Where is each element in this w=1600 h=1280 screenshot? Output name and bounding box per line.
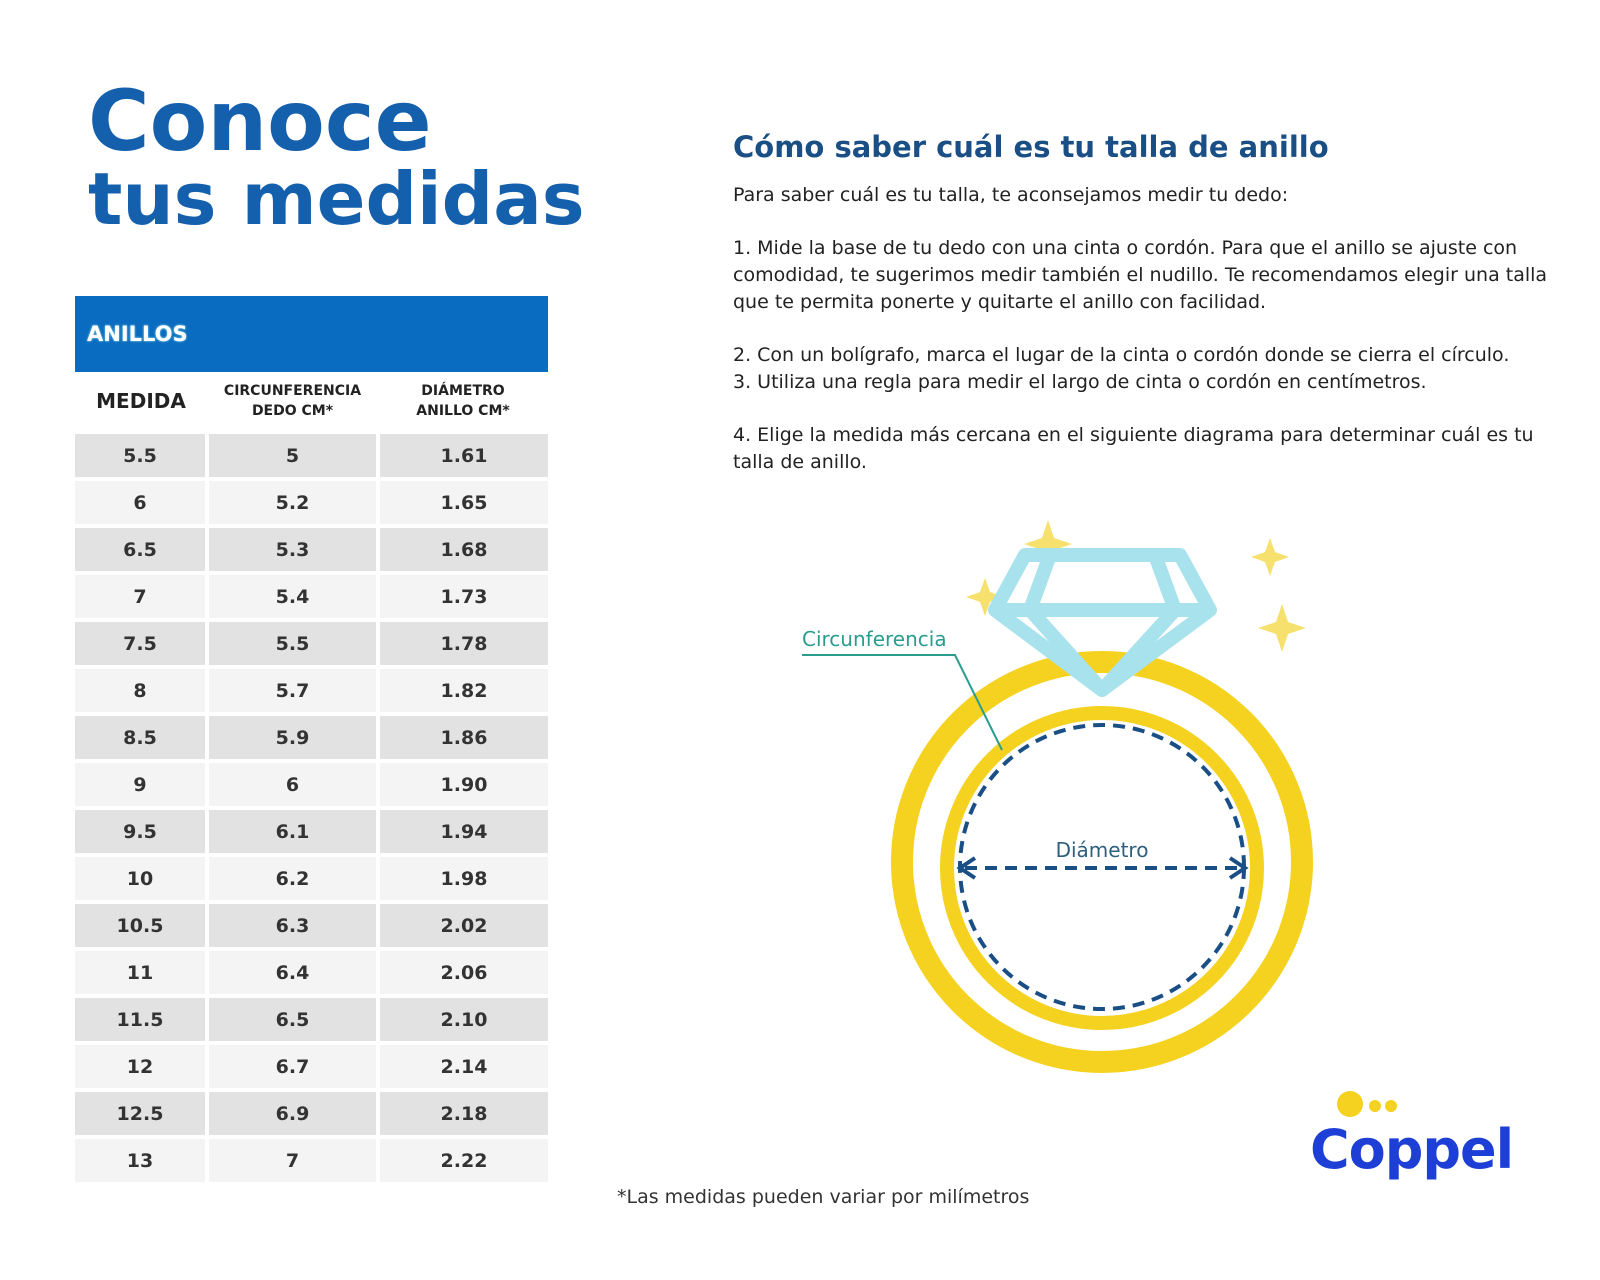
table-row: 7.5 5.5 1.78 bbox=[75, 622, 548, 665]
inner-ring bbox=[940, 706, 1264, 1030]
table-cell: 7.5 bbox=[75, 622, 205, 665]
ring-size-table: ANILLOS MEDIDA CIRCUNFERENCIA DEDO CM* DI… bbox=[75, 296, 548, 1186]
table-cell: 1.86 bbox=[380, 716, 548, 759]
table-row: 8 5.7 1.82 bbox=[75, 669, 548, 712]
footnote: *Las medidas pueden variar por milímetro… bbox=[617, 1186, 1030, 1208]
table-cell: 1.61 bbox=[380, 434, 548, 477]
table-cell: 6 bbox=[209, 763, 376, 806]
table-cell: 5.9 bbox=[209, 716, 376, 759]
table-row: 11.5 6.5 2.10 bbox=[75, 998, 548, 1041]
table-cell: 6.9 bbox=[209, 1092, 376, 1135]
ring-diagram: Diámetro Circunferencia bbox=[802, 520, 1313, 1073]
table-cell: 9.5 bbox=[75, 810, 205, 853]
table-row: 12 6.7 2.14 bbox=[75, 1045, 548, 1088]
diameter-label: Diámetro bbox=[1056, 838, 1149, 862]
table-cell: 1.82 bbox=[380, 669, 548, 712]
table-row: 10 6.2 1.98 bbox=[75, 857, 548, 900]
table-cell: 6 bbox=[75, 481, 205, 524]
table-cell: 5.5 bbox=[209, 622, 376, 665]
table-cell: 5.7 bbox=[209, 669, 376, 712]
table-row: 10.5 6.3 2.02 bbox=[75, 904, 548, 947]
circumference-label: Circunferencia bbox=[802, 627, 947, 651]
table-row: 9 6 1.90 bbox=[75, 763, 548, 806]
table-cell: 2.10 bbox=[380, 998, 548, 1041]
table-row: 11 6.4 2.06 bbox=[75, 951, 548, 994]
table-cell: 1.65 bbox=[380, 481, 548, 524]
table-title: ANILLOS bbox=[75, 296, 548, 372]
step-3: 3. Utiliza una regla para medir el largo… bbox=[733, 371, 1427, 393]
sparkle-icons bbox=[966, 520, 1306, 652]
table-cell: 6.5 bbox=[209, 998, 376, 1041]
step-1: 1. Mide la base de tu dedo con una cinta… bbox=[733, 237, 1548, 313]
table-cell: 2.02 bbox=[380, 904, 548, 947]
table-row: 6.5 5.3 1.68 bbox=[75, 528, 548, 571]
table-cell: 2.06 bbox=[380, 951, 548, 994]
table-cell: 1.90 bbox=[380, 763, 548, 806]
instructions-heading: Cómo saber cuál es tu talla de anillo bbox=[733, 130, 1329, 164]
step-4: 4. Elige la medida más cercana en el sig… bbox=[733, 424, 1534, 473]
coppel-logo: Coppel bbox=[1310, 1091, 1514, 1181]
table-header-row: MEDIDA CIRCUNFERENCIA DEDO CM* DIÁMETRO AN… bbox=[75, 372, 548, 430]
outer-ring bbox=[891, 651, 1313, 1073]
logo-dots-icon bbox=[1337, 1091, 1397, 1117]
table-cell: 8 bbox=[75, 669, 205, 712]
sparkle-icon bbox=[966, 578, 1004, 616]
column-header-medida: MEDIDA bbox=[96, 389, 186, 413]
page-title: Conoce tus medidas bbox=[88, 72, 585, 241]
table-cell: 2.18 bbox=[380, 1092, 548, 1135]
table-cell: 11.5 bbox=[75, 998, 205, 1041]
table-row: 6 5.2 1.65 bbox=[75, 481, 548, 524]
table-row: 5.5 5 1.61 bbox=[75, 434, 548, 477]
table-cell: 10 bbox=[75, 857, 205, 900]
sparkle-icon bbox=[1024, 520, 1072, 568]
table-cell: 5.2 bbox=[209, 481, 376, 524]
table-cell: 5.4 bbox=[209, 575, 376, 618]
table-cell: 1.78 bbox=[380, 622, 548, 665]
table-cell: 5.5 bbox=[75, 434, 205, 477]
sparkle-icon bbox=[1251, 538, 1289, 576]
table-cell: 1.73 bbox=[380, 575, 548, 618]
table-cell: 6.3 bbox=[209, 904, 376, 947]
column-header-diametro: DIÁMETRO ANILLO CM* bbox=[416, 383, 510, 419]
circumference-leader bbox=[802, 654, 1003, 751]
table-cell: 7 bbox=[75, 575, 205, 618]
table-cell: 2.14 bbox=[380, 1045, 548, 1088]
table-cell: 2.22 bbox=[380, 1139, 548, 1182]
table-cell: 9 bbox=[75, 763, 205, 806]
table-cell: 11 bbox=[75, 951, 205, 994]
table-cell: 7 bbox=[209, 1139, 376, 1182]
column-header-circunferencia: CIRCUNFERENCIA DEDO CM* bbox=[223, 383, 362, 419]
table-cell: 12.5 bbox=[75, 1092, 205, 1135]
table-row: 12.5 6.9 2.18 bbox=[75, 1092, 548, 1135]
table-cell: 6.7 bbox=[209, 1045, 376, 1088]
table-cell: 1.94 bbox=[380, 810, 548, 853]
instructions-intro: Para saber cuál es tu talla, te aconseja… bbox=[733, 184, 1289, 206]
table-row: 9.5 6.1 1.94 bbox=[75, 810, 548, 853]
step-2: 2. Con un bolígrafo, marca el lugar de l… bbox=[733, 344, 1510, 366]
table-cell: 6.2 bbox=[209, 857, 376, 900]
table-row: 13 7 2.22 bbox=[75, 1139, 548, 1182]
table-cell: 10.5 bbox=[75, 904, 205, 947]
table-cell: 6.5 bbox=[75, 528, 205, 571]
instructions: Cómo saber cuál es tu talla de anillo Pa… bbox=[733, 130, 1553, 502]
table-row: 7 5.4 1.73 bbox=[75, 575, 548, 618]
table-cell: 12 bbox=[75, 1045, 205, 1088]
table-row: 8.5 5.9 1.86 bbox=[75, 716, 548, 759]
table-cell: 1.68 bbox=[380, 528, 548, 571]
table-cell: 6.1 bbox=[209, 810, 376, 853]
table-cell: 13 bbox=[75, 1139, 205, 1182]
table-cell: 8.5 bbox=[75, 716, 205, 759]
table-cell: 6.4 bbox=[209, 951, 376, 994]
sparkle-icon bbox=[1258, 604, 1306, 652]
table-cell: 5 bbox=[209, 434, 376, 477]
table-cell: 1.98 bbox=[380, 857, 548, 900]
circumference-dashed bbox=[958, 723, 1246, 1011]
diamond-icon bbox=[988, 548, 1217, 697]
table-cell: 5.3 bbox=[209, 528, 376, 571]
